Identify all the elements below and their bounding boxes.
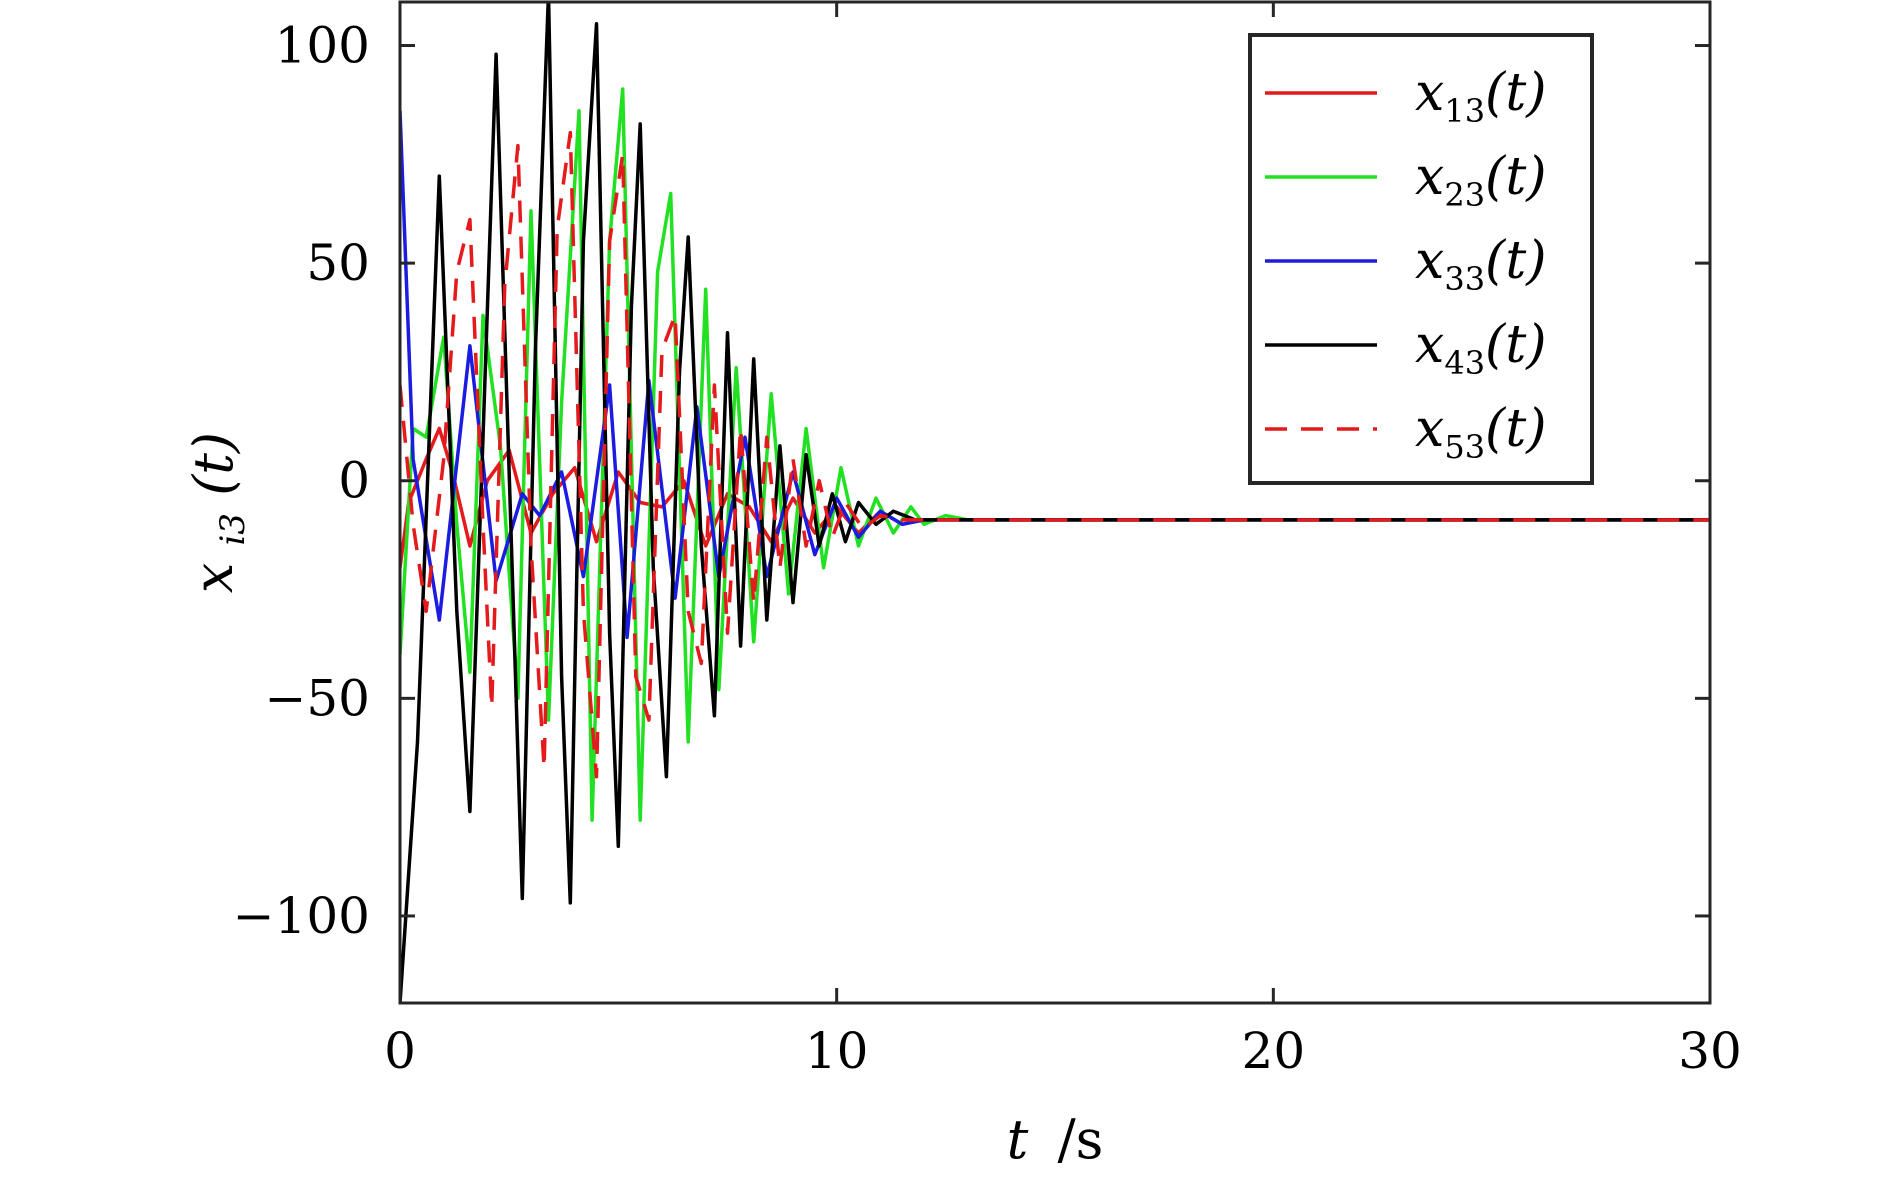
y-axis-label-sub: i3 <box>213 513 253 546</box>
series-layer <box>400 2 1710 1003</box>
legend-label: x53(t) <box>1415 399 1547 466</box>
legend-label: x33(t) <box>1415 231 1547 298</box>
tick-layer: 0 10 20 30 −100 −50 0 50 100 <box>233 2 1742 1080</box>
x-axis-label-var: t <box>1007 1108 1029 1171</box>
legend-box <box>1248 33 1594 485</box>
x-tick-label: 20 <box>1242 1022 1306 1080</box>
legend-label: x13(t) <box>1415 63 1547 130</box>
legend-label: x43(t) <box>1415 315 1547 382</box>
x-axis-label-unit: /s <box>1057 1108 1103 1171</box>
series-line-5 <box>400 130 1710 779</box>
y-axis-label: x i3 (t) <box>182 432 257 593</box>
legend: x13(t) x23(t) x33(t) x43(t) x53(t) <box>1248 33 1594 485</box>
y-tick-label: 0 <box>338 452 370 510</box>
x-tick-label: 10 <box>805 1022 869 1080</box>
y-tick-label: −100 <box>233 887 370 945</box>
x-axis-label: t /s <box>1007 1108 1104 1171</box>
legend-label: x23(t) <box>1415 147 1547 214</box>
x-tick-label: 30 <box>1678 1022 1742 1080</box>
series-line-2 <box>400 87 1710 822</box>
y-axis-label-var: x <box>182 563 245 593</box>
plot-area-frame <box>398 0 1712 1005</box>
y-tick-label: −50 <box>264 669 370 727</box>
x-tick-label: 0 <box>384 1022 416 1080</box>
y-tick-label: 100 <box>275 17 370 75</box>
y-axis-label-arg: (t) <box>182 432 245 496</box>
y-tick-label: 50 <box>306 234 370 292</box>
